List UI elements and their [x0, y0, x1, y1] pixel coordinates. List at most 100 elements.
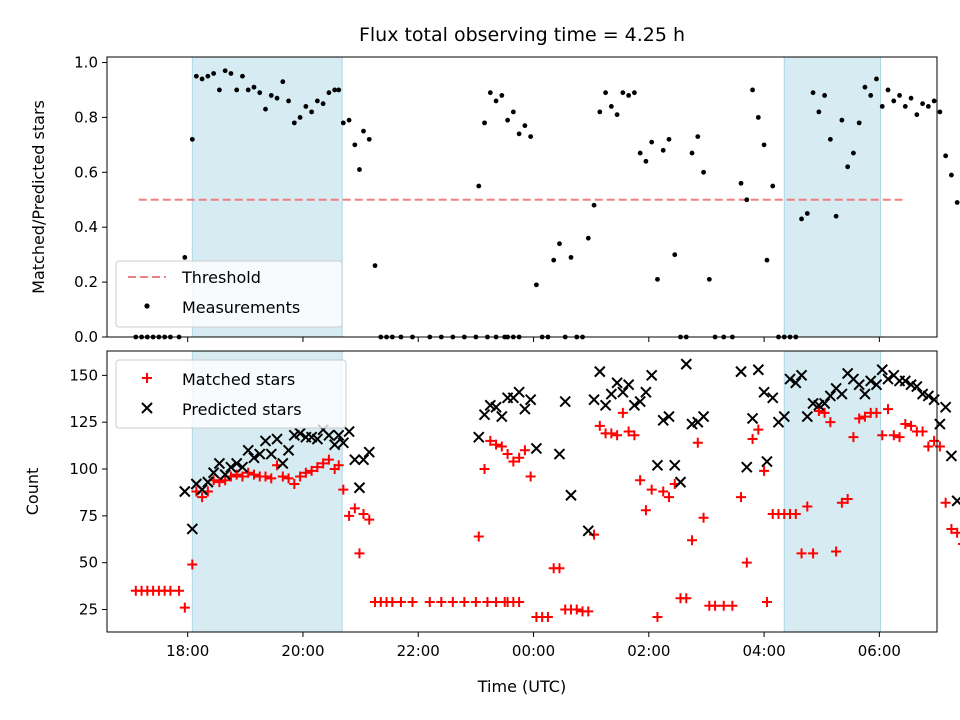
- point-0-35: [333, 460, 344, 471]
- point-1-4: [202, 476, 214, 488]
- point-1-87: [836, 388, 848, 400]
- point-0-89: [649, 139, 655, 145]
- point-0-122: [845, 164, 851, 170]
- point-1-98: [899, 375, 912, 387]
- point-0-121: [836, 497, 847, 508]
- point-0-91: [660, 147, 666, 153]
- point-0-92: [663, 492, 674, 503]
- point-1-3: [196, 483, 208, 496]
- point-0-81: [603, 90, 608, 96]
- point-0-84: [617, 407, 628, 418]
- x-tick-label-2: 22:00: [397, 642, 440, 660]
- point-0-90: [655, 276, 660, 282]
- point-1-11: [242, 444, 254, 456]
- point-1-45: [553, 448, 566, 460]
- point-1-51: [599, 399, 612, 412]
- point-0-132: [902, 104, 908, 109]
- point-0-50: [447, 597, 458, 608]
- point-0-75: [568, 254, 574, 260]
- point-0-86: [629, 430, 640, 441]
- point-1-41: [513, 386, 525, 398]
- point-0-140: [946, 523, 957, 534]
- point-0-14: [214, 477, 225, 488]
- point-0-96: [687, 535, 698, 546]
- point-1-59: [645, 369, 658, 382]
- x-tick-label-3: 00:00: [512, 642, 555, 660]
- point-0-87: [635, 475, 646, 486]
- point-0-128: [877, 430, 888, 441]
- series-matched-stars: [130, 404, 960, 623]
- point-0-85: [623, 426, 634, 437]
- point-1-50: [594, 365, 606, 378]
- point-1-85: [824, 390, 837, 402]
- point-0-61: [485, 435, 496, 446]
- point-0-37: [346, 117, 352, 123]
- point-1-68: [697, 410, 710, 423]
- point-0-25: [277, 471, 288, 482]
- shaded-span-1: [783, 56, 882, 338]
- point-0-108: [764, 257, 770, 263]
- point-1-9: [230, 457, 243, 470]
- point-1-94: [876, 364, 888, 376]
- point-1-78: [784, 373, 796, 385]
- point-0-124: [856, 120, 862, 126]
- point-0-113: [790, 508, 801, 519]
- point-0-21: [257, 90, 263, 96]
- point-0-17: [231, 469, 242, 480]
- point-0-52: [470, 597, 481, 608]
- point-0-103: [738, 180, 744, 186]
- point-0-139: [940, 497, 951, 508]
- y-tick-label-4: 125: [69, 413, 98, 431]
- point-1-37: [490, 401, 502, 413]
- point-1-79: [790, 377, 802, 389]
- point-0-73: [557, 241, 562, 247]
- point-1-104: [934, 418, 946, 430]
- count-panel: 25 50 75 100 125 150 18:00 20:00 22:00 00:00 02:0…: [23, 350, 960, 696]
- point-0-140: [949, 172, 954, 178]
- point-1-38: [496, 410, 508, 423]
- y-tick-label-4: 0.8: [74, 108, 98, 126]
- point-0-32: [320, 101, 326, 107]
- point-1-49: [588, 393, 600, 406]
- point-1-57: [634, 395, 646, 408]
- point-1-26: [328, 438, 341, 451]
- point-0-39: [354, 548, 365, 559]
- point-0-107: [759, 465, 770, 476]
- x-tick-label-5: 04:00: [742, 642, 785, 660]
- point-0-103: [736, 492, 747, 503]
- point-1-5: [207, 467, 220, 479]
- point-0-71: [542, 612, 553, 623]
- point-1-80: [795, 369, 808, 382]
- point-0-15: [222, 68, 228, 74]
- point-1-31: [353, 482, 366, 494]
- point-0-104: [741, 557, 752, 568]
- point-0-17: [234, 87, 240, 93]
- point-0-15: [220, 475, 231, 486]
- point-0-104: [744, 197, 750, 203]
- point-0-109: [770, 183, 776, 189]
- point-0-29: [300, 467, 311, 478]
- point-1-27: [333, 429, 345, 442]
- point-0-19: [245, 87, 251, 93]
- point-0-101: [718, 600, 729, 611]
- point-0-130: [888, 430, 899, 441]
- point-0-116: [808, 548, 819, 559]
- point-0-136: [923, 441, 934, 452]
- point-0-135: [920, 101, 925, 107]
- point-0-64: [502, 449, 513, 460]
- point-1-7: [219, 468, 231, 481]
- point-0-127: [874, 76, 879, 82]
- point-0-93: [672, 252, 678, 258]
- point-0-117: [813, 405, 824, 416]
- point-0-138: [937, 109, 943, 115]
- point-1-8: [225, 461, 237, 473]
- point-0-79: [589, 529, 600, 540]
- y-tick-label-1: 0.2: [74, 273, 98, 291]
- point-0-22: [263, 106, 268, 112]
- point-0-64: [505, 117, 510, 123]
- point-0-18: [237, 471, 248, 482]
- point-1-100: [911, 380, 923, 393]
- point-1-62: [663, 410, 675, 423]
- point-0-28: [297, 114, 303, 120]
- point-0-133: [908, 95, 914, 101]
